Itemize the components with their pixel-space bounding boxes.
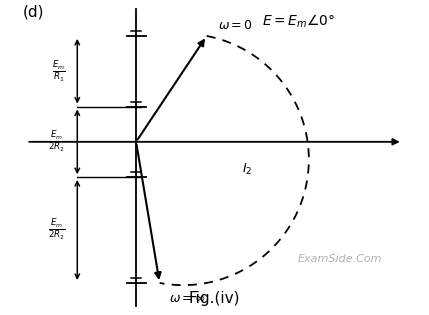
Text: $\omega=0$: $\omega=0$	[218, 19, 254, 32]
Text: $\frac{E_m}{R_1}$: $\frac{E_m}{R_1}$	[52, 59, 66, 84]
Text: $\frac{E_m}{2R_2}$: $\frac{E_m}{2R_2}$	[48, 129, 66, 154]
Text: Fig.(iv): Fig.(iv)	[189, 291, 240, 306]
Text: $\frac{E_m}{2R_2}$: $\frac{E_m}{2R_2}$	[48, 218, 66, 243]
Text: $I_2$: $I_2$	[242, 162, 252, 177]
Text: ExamSide.Com: ExamSide.Com	[298, 255, 382, 264]
Text: $\omega=\infty$: $\omega=\infty$	[169, 292, 206, 305]
Text: $E = E_m\angle0°$: $E = E_m\angle0°$	[262, 13, 335, 30]
Text: (d): (d)	[22, 5, 44, 20]
